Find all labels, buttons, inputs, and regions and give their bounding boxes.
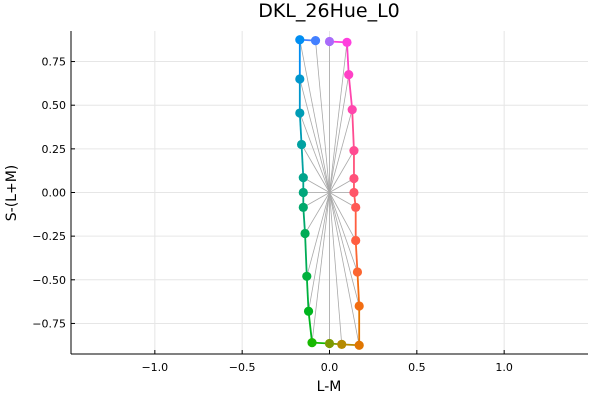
y-ticks: 0.75 0.50 0.25 0.00 −0.25 −0.50 −0.75 [32,56,75,330]
ray-line [329,192,358,273]
ray-line [303,177,330,193]
ray-line [315,40,330,193]
ray-line [329,192,357,241]
x-ticks: −1.0 −0.5 0.0 0.5 1.0 [141,350,513,374]
data-point [337,339,347,349]
path-segment [298,113,303,145]
ray-line [329,42,348,193]
data-point [310,36,321,46]
path-segment [354,240,359,272]
data-point [352,267,363,277]
y-tick-label: 0.75 [42,56,67,69]
y-tick-label: −0.50 [32,274,66,287]
ray-line [299,78,330,193]
data-point [354,301,364,311]
data-point [351,202,361,212]
ray-line [329,192,360,346]
ray-line [329,192,360,307]
path-segment [346,42,350,75]
data-point [300,228,310,239]
x-axis-label: L-M [317,379,342,395]
data-point [302,271,312,281]
ray-line [329,192,343,345]
ray-line [329,109,353,193]
ray-line [329,74,350,193]
y-tick-label: 0.50 [42,99,67,112]
x-tick-label: 0.0 [321,361,339,374]
data-point [324,338,335,349]
x-tick-label: 0.5 [408,361,426,374]
ray-line [329,178,355,193]
data-point [298,187,308,198]
data-point [307,338,317,348]
ray-line [301,144,330,193]
data-point [298,173,308,183]
data-point [324,36,335,47]
data-point [347,104,357,115]
path-segment [305,276,310,312]
data-point [296,139,307,150]
ray-line [329,150,355,193]
data-point [349,173,359,184]
y-tick-label: −0.25 [32,230,66,243]
data-point [344,70,354,80]
data-point [295,108,305,118]
ray-line [329,192,356,208]
ray-line [303,192,330,208]
points [295,35,364,350]
x-tick-label: 1.0 [495,361,513,374]
path-segment [300,144,305,178]
ray-line [304,192,330,234]
path-segment [356,271,361,307]
ray-line [308,192,330,312]
data-point [349,187,359,198]
x-tick-label: −0.5 [229,361,256,374]
ray-line [306,192,330,277]
path-segment [347,74,354,110]
ray-line [299,39,330,193]
y-tick-label: 0.25 [42,143,67,156]
path-segment [307,311,313,343]
ray-line [299,112,330,193]
data-point [295,74,305,84]
data-point [295,35,305,45]
y-tick-label: 0.00 [42,187,67,200]
data-point [303,306,314,316]
path-segment [351,109,355,151]
data-point [354,340,364,350]
data-point [351,235,361,246]
y-axis-label: S-(L+M) [4,165,20,221]
data-point [342,37,352,47]
chart-title: DKL_26Hue_L0 [258,0,400,22]
path-segment [304,233,308,277]
ray-line [311,192,330,343]
x-tick-label: −1.0 [141,361,168,374]
rays [299,39,360,346]
data-point [349,145,359,156]
y-tick-label: −0.75 [32,317,66,330]
data-point [298,202,308,212]
